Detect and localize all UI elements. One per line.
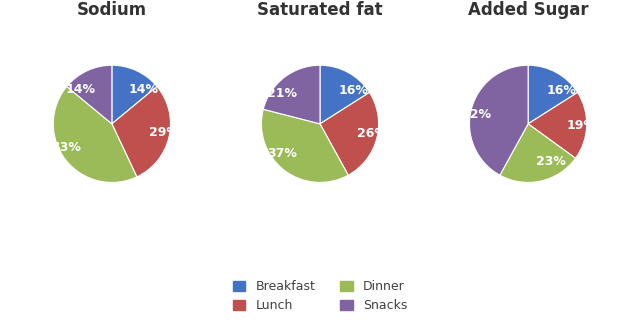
Title: Added Sugar: Added Sugar	[468, 1, 588, 19]
Text: 21%: 21%	[267, 87, 297, 100]
Text: 19%: 19%	[566, 118, 596, 131]
Wedge shape	[263, 65, 320, 124]
Text: 16%: 16%	[547, 84, 577, 97]
Wedge shape	[67, 65, 112, 124]
Wedge shape	[261, 109, 348, 182]
Wedge shape	[528, 93, 587, 158]
Wedge shape	[500, 124, 575, 182]
Title: Sodium: Sodium	[77, 1, 147, 19]
Text: 37%: 37%	[267, 147, 297, 161]
Text: 42%: 42%	[461, 108, 492, 121]
Text: 29%: 29%	[149, 126, 179, 139]
Wedge shape	[112, 65, 157, 124]
Text: 14%: 14%	[128, 83, 158, 96]
Wedge shape	[320, 65, 369, 124]
Text: 16%: 16%	[339, 84, 368, 97]
Wedge shape	[53, 86, 137, 182]
Wedge shape	[112, 86, 170, 177]
Text: 43%: 43%	[52, 141, 82, 154]
Wedge shape	[320, 93, 379, 175]
Text: 26%: 26%	[357, 127, 387, 140]
Legend: Breakfast, Lunch, Dinner, Snacks: Breakfast, Lunch, Dinner, Snacks	[228, 275, 412, 318]
Wedge shape	[470, 65, 528, 175]
Text: 23%: 23%	[536, 155, 566, 167]
Title: Saturated fat: Saturated fat	[257, 1, 383, 19]
Wedge shape	[528, 65, 577, 124]
Text: 14%: 14%	[66, 83, 95, 96]
